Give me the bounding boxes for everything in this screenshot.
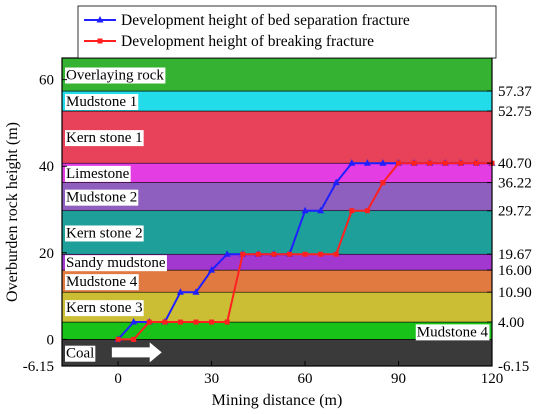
layer-label: Kern stone 1 bbox=[66, 130, 143, 146]
right-tick-label: 57.37 bbox=[498, 84, 532, 100]
layer-label-bg bbox=[65, 225, 144, 242]
series-point-1 bbox=[302, 251, 308, 257]
layer-label-bg bbox=[65, 255, 167, 272]
series-point-0 bbox=[348, 159, 356, 166]
series-point-0 bbox=[301, 206, 309, 214]
layer-label: Limestone bbox=[66, 166, 130, 182]
layer-label: Kern stone 2 bbox=[66, 225, 143, 241]
series-point-1 bbox=[146, 319, 152, 325]
series-point-1 bbox=[209, 319, 215, 325]
layer-label-bg bbox=[65, 94, 139, 111]
layer-label-bg bbox=[65, 300, 144, 317]
series-point-0 bbox=[317, 206, 325, 214]
layer-label: Sandy mudstone bbox=[66, 255, 166, 271]
y-tick-label: 40 bbox=[39, 159, 54, 175]
right-tick-label: -6.15 bbox=[498, 359, 529, 375]
legend-label-1: Development height of breaking fracture bbox=[121, 33, 374, 50]
right-tick-label: 16.00 bbox=[498, 263, 532, 279]
y-tick-label: 60 bbox=[39, 73, 54, 89]
series-point-1 bbox=[131, 336, 137, 342]
series-point-0 bbox=[332, 178, 340, 186]
right-tick-label: 29.72 bbox=[498, 204, 532, 220]
series-point-1 bbox=[458, 160, 464, 166]
x-tick-label: 30 bbox=[204, 371, 219, 387]
right-tick-label: 36.22 bbox=[498, 176, 532, 192]
layer-label: Mudstone 4 bbox=[417, 324, 489, 340]
y-tick-label: 0 bbox=[47, 332, 55, 348]
series-point-1 bbox=[333, 251, 339, 257]
mining-direction-arrow bbox=[111, 342, 162, 363]
legend-label-0: Development height of bed separation fra… bbox=[121, 12, 410, 29]
x-tick-label: 90 bbox=[391, 371, 406, 387]
layer-label-bg bbox=[65, 345, 96, 362]
series-point-0 bbox=[130, 318, 138, 325]
layer-label: Mudstone 1 bbox=[66, 94, 137, 110]
arrow-shape bbox=[111, 342, 162, 363]
x-axis-label: Mining distance (m) bbox=[212, 392, 343, 409]
series-point-1 bbox=[442, 160, 448, 166]
layer-label-bg bbox=[65, 67, 166, 84]
layer-label: Overlaying rock bbox=[66, 68, 164, 84]
series-point-1 bbox=[473, 160, 479, 166]
series-point-0 bbox=[208, 266, 216, 273]
layer-labels: Coal Mudstone 4 Kern stone 3 Mudstone 4 Sand… bbox=[65, 67, 490, 362]
right-tick-label: 10.90 bbox=[498, 285, 532, 301]
series-point-0 bbox=[192, 288, 200, 295]
y-tick-label: 20 bbox=[39, 246, 54, 262]
series-point-1 bbox=[193, 319, 199, 325]
series-point-1 bbox=[271, 251, 277, 257]
layer-label: Mudstone 2 bbox=[66, 190, 137, 206]
series-point-1 bbox=[411, 160, 417, 166]
series-point-0 bbox=[223, 250, 231, 257]
series-point-1 bbox=[427, 160, 433, 166]
right-tick-label: 40.70 bbox=[498, 156, 532, 172]
series-point-1 bbox=[380, 180, 386, 186]
series-point-1 bbox=[224, 319, 230, 325]
layer-label-bg bbox=[65, 130, 144, 147]
layer-label-bg bbox=[65, 165, 131, 182]
legend: Development height of bed separation fra… bbox=[77, 5, 497, 59]
series-point-1 bbox=[162, 319, 168, 325]
layer-label-bg bbox=[65, 189, 139, 206]
series-group bbox=[114, 159, 496, 342]
series-point-0 bbox=[379, 159, 387, 166]
series-point-0 bbox=[363, 159, 371, 166]
right-tick-label: 52.75 bbox=[498, 104, 532, 120]
series-point-1 bbox=[255, 251, 261, 257]
series-point-1 bbox=[349, 208, 355, 214]
series-point-1 bbox=[177, 319, 183, 325]
y-axis-label: Overburden rock height (m) bbox=[4, 122, 21, 302]
layer-label-bg bbox=[415, 324, 490, 341]
legend-box bbox=[77, 5, 497, 59]
y-min-label: -6.15 bbox=[23, 359, 54, 375]
layer-label-bg bbox=[65, 274, 139, 291]
series-point-1 bbox=[318, 251, 324, 257]
axes: 0 30 60 90 120 0 20 40 60 -6.15 57.37 52.75 40.70 36.… bbox=[23, 73, 533, 387]
x-tick-label: 0 bbox=[114, 371, 122, 387]
series-point-1 bbox=[286, 251, 292, 257]
x-tick-label: 60 bbox=[298, 371, 313, 387]
layer-label: Kern stone 3 bbox=[66, 300, 143, 316]
legend-marker-0 bbox=[96, 16, 104, 23]
series-point-0 bbox=[176, 288, 184, 295]
series-point-1 bbox=[115, 336, 121, 342]
series-point-1 bbox=[240, 251, 246, 257]
legend-marker-1 bbox=[97, 38, 103, 44]
x-tick-label: 120 bbox=[481, 371, 504, 387]
series-point-1 bbox=[396, 160, 402, 166]
right-tick-label: 4.00 bbox=[498, 315, 524, 331]
series-point-1 bbox=[364, 208, 370, 214]
layer-label: Mudstone 4 bbox=[66, 274, 138, 290]
right-tick-label: 19.67 bbox=[498, 247, 532, 263]
layer-label: Coal bbox=[66, 346, 94, 362]
